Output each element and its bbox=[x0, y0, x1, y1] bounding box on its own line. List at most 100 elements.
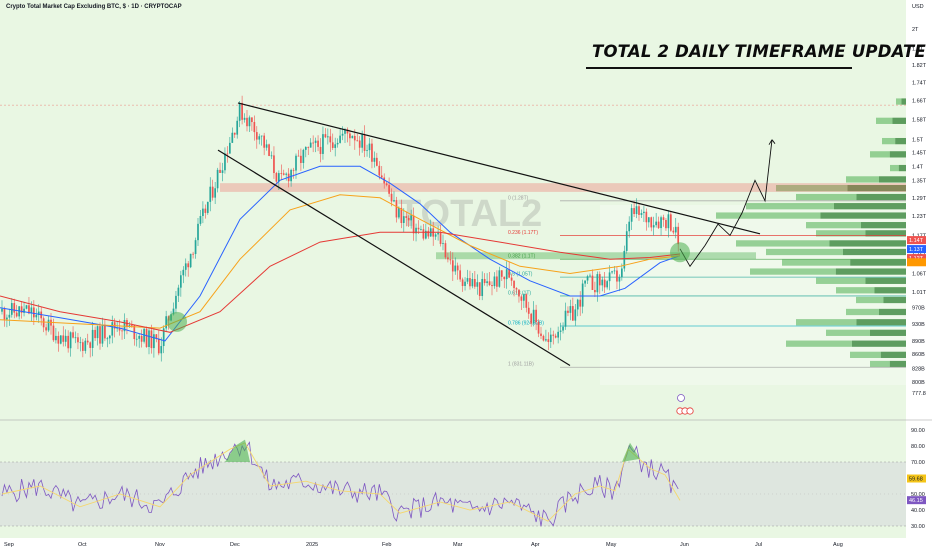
fib-label: 0.786 (924.92B) bbox=[508, 321, 544, 327]
price-tick-label: 1.35T bbox=[912, 178, 927, 184]
candle-body bbox=[157, 338, 160, 354]
candle-body bbox=[339, 135, 341, 143]
candle-body bbox=[72, 332, 74, 338]
price-tick-label: 828B bbox=[912, 367, 925, 373]
candle-body bbox=[57, 335, 60, 344]
fib-label: 0.236 (1.17T) bbox=[508, 230, 538, 236]
candle-body bbox=[474, 279, 476, 287]
symbol-header: Crypto Total Market Cap Excluding BTC, $… bbox=[6, 4, 182, 10]
candle-body bbox=[376, 157, 378, 166]
candle-body bbox=[6, 317, 8, 320]
candle-body bbox=[576, 299, 579, 310]
candle-body bbox=[319, 146, 322, 154]
ema-red-line bbox=[0, 231, 681, 333]
candle-body bbox=[292, 169, 295, 171]
candle-body bbox=[439, 232, 442, 244]
time-tick-label: Dec bbox=[230, 542, 240, 548]
candle-body bbox=[312, 142, 314, 144]
volume-profile-bar bbox=[766, 248, 843, 256]
fib-label: 0.382 (1.1T) bbox=[508, 254, 536, 260]
candle-body bbox=[187, 263, 190, 268]
volume-profile-bar bbox=[895, 137, 906, 145]
price-badge bbox=[907, 236, 926, 245]
candle-body bbox=[559, 330, 562, 332]
rsi-line bbox=[1, 441, 679, 527]
candle-body bbox=[572, 306, 574, 321]
candle-body bbox=[442, 243, 444, 244]
candle-body bbox=[574, 309, 577, 321]
volume-profile-bar bbox=[826, 329, 870, 336]
candle-body bbox=[415, 227, 417, 234]
candle-body bbox=[236, 120, 239, 135]
candle-body bbox=[618, 277, 621, 282]
candle-body bbox=[184, 263, 187, 270]
candle-body bbox=[594, 290, 596, 293]
price-tick-label: 890B bbox=[912, 339, 925, 345]
candle-body bbox=[253, 122, 256, 133]
volume-profile-bar bbox=[870, 360, 890, 368]
candle-body bbox=[481, 278, 484, 297]
candle-body bbox=[589, 275, 591, 277]
candle-body bbox=[285, 173, 288, 175]
candle-body bbox=[586, 276, 589, 281]
price-tick-label: 1.06T bbox=[912, 271, 927, 277]
candle-body bbox=[542, 335, 545, 341]
candle-body bbox=[204, 208, 207, 213]
price-tick-label: 1.29T bbox=[912, 196, 927, 202]
candle-body bbox=[652, 225, 655, 228]
candle-body bbox=[464, 281, 466, 286]
ema-blue-line bbox=[0, 165, 681, 342]
candle-body bbox=[67, 335, 69, 349]
candle-body bbox=[221, 170, 224, 173]
volume-profile-bar bbox=[847, 185, 906, 192]
candle-body bbox=[564, 310, 567, 327]
candle-body bbox=[393, 200, 395, 202]
candle-body bbox=[214, 188, 216, 198]
candle-body bbox=[493, 276, 496, 287]
candle-body bbox=[643, 211, 645, 214]
price-tick-label: 1.74T bbox=[912, 80, 927, 86]
volume-profile-bar bbox=[806, 222, 861, 229]
price-tick-label: 1.5T bbox=[912, 138, 924, 144]
candle-body bbox=[469, 278, 471, 287]
price-axis: USD 2T 1.9T 1.82T 1.74T 1.66T 1.58T 1.5T 1.45T 1.… bbox=[906, 0, 932, 550]
candle-body bbox=[341, 133, 344, 136]
candle-body bbox=[635, 206, 638, 215]
candle-body bbox=[246, 117, 248, 127]
candle-body bbox=[180, 275, 182, 288]
rsi-overbought-fill bbox=[225, 439, 250, 462]
time-tick-label: Oct bbox=[78, 542, 87, 548]
candle-body bbox=[275, 173, 278, 182]
volume-profile-bar bbox=[889, 151, 906, 158]
candle-body bbox=[74, 337, 77, 339]
candle-body bbox=[378, 165, 381, 176]
volume-profile-bar bbox=[879, 176, 906, 183]
candle-body bbox=[603, 279, 606, 288]
wedge-upper-line bbox=[237, 102, 761, 235]
candle-body bbox=[420, 229, 422, 231]
price-tick-label: 860B bbox=[912, 352, 925, 358]
candle-body bbox=[248, 117, 251, 127]
volume-profile-bar bbox=[890, 164, 899, 172]
candle-body bbox=[665, 219, 667, 229]
candle-body bbox=[202, 208, 204, 217]
volume-profile-bar bbox=[746, 203, 834, 210]
candle-body bbox=[28, 305, 30, 314]
candle-body bbox=[625, 231, 628, 251]
candle-body bbox=[314, 140, 317, 143]
time-tick-label: Aug bbox=[833, 542, 843, 548]
volume-profile-bar bbox=[829, 240, 906, 247]
candle-body bbox=[189, 253, 192, 268]
rsi-tick-label: 50.00 bbox=[911, 492, 925, 498]
candle-body bbox=[674, 226, 677, 233]
candle-body bbox=[268, 144, 270, 156]
candle-body bbox=[194, 240, 197, 255]
volume-profile-bar bbox=[879, 308, 906, 316]
time-tick-label: Nov bbox=[155, 542, 165, 548]
candle-body bbox=[131, 325, 133, 326]
candle-body bbox=[211, 186, 214, 198]
candle-body bbox=[86, 340, 89, 343]
price-tick-label: 1.58T bbox=[912, 118, 927, 124]
candle-body bbox=[302, 149, 305, 163]
